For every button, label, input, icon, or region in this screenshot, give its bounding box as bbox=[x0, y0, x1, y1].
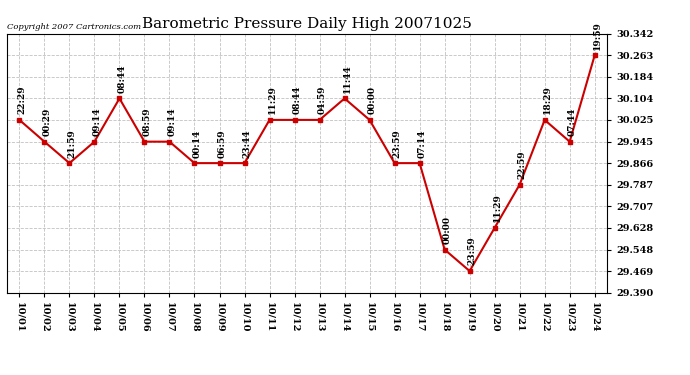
Text: 22:59: 22:59 bbox=[518, 150, 527, 179]
Text: 23:59: 23:59 bbox=[468, 237, 477, 266]
Text: 11:29: 11:29 bbox=[268, 86, 277, 114]
Text: 04:59: 04:59 bbox=[318, 86, 327, 114]
Text: 09:14: 09:14 bbox=[168, 108, 177, 136]
Text: 22:29: 22:29 bbox=[18, 86, 27, 114]
Text: 08:44: 08:44 bbox=[118, 64, 127, 93]
Text: 00:14: 00:14 bbox=[193, 129, 201, 158]
Text: 11:44: 11:44 bbox=[343, 64, 352, 93]
Text: 00:00: 00:00 bbox=[368, 86, 377, 114]
Text: 07:14: 07:14 bbox=[418, 129, 427, 158]
Text: 19:59: 19:59 bbox=[593, 21, 602, 50]
Text: 23:59: 23:59 bbox=[393, 129, 402, 158]
Text: 23:44: 23:44 bbox=[243, 129, 252, 158]
Text: 07:44: 07:44 bbox=[568, 108, 577, 136]
Text: 08:59: 08:59 bbox=[143, 108, 152, 136]
Text: Copyright 2007 Cartronics.com: Copyright 2007 Cartronics.com bbox=[7, 23, 141, 31]
Text: 18:29: 18:29 bbox=[543, 86, 552, 114]
Text: 06:59: 06:59 bbox=[218, 129, 227, 158]
Text: 00:00: 00:00 bbox=[443, 216, 452, 244]
Text: 00:29: 00:29 bbox=[43, 108, 52, 136]
Text: 08:44: 08:44 bbox=[293, 86, 302, 114]
Text: 21:59: 21:59 bbox=[68, 129, 77, 158]
Text: 11:29: 11:29 bbox=[493, 194, 502, 222]
Title: Barometric Pressure Daily High 20071025: Barometric Pressure Daily High 20071025 bbox=[142, 17, 472, 31]
Text: 09:14: 09:14 bbox=[92, 108, 101, 136]
